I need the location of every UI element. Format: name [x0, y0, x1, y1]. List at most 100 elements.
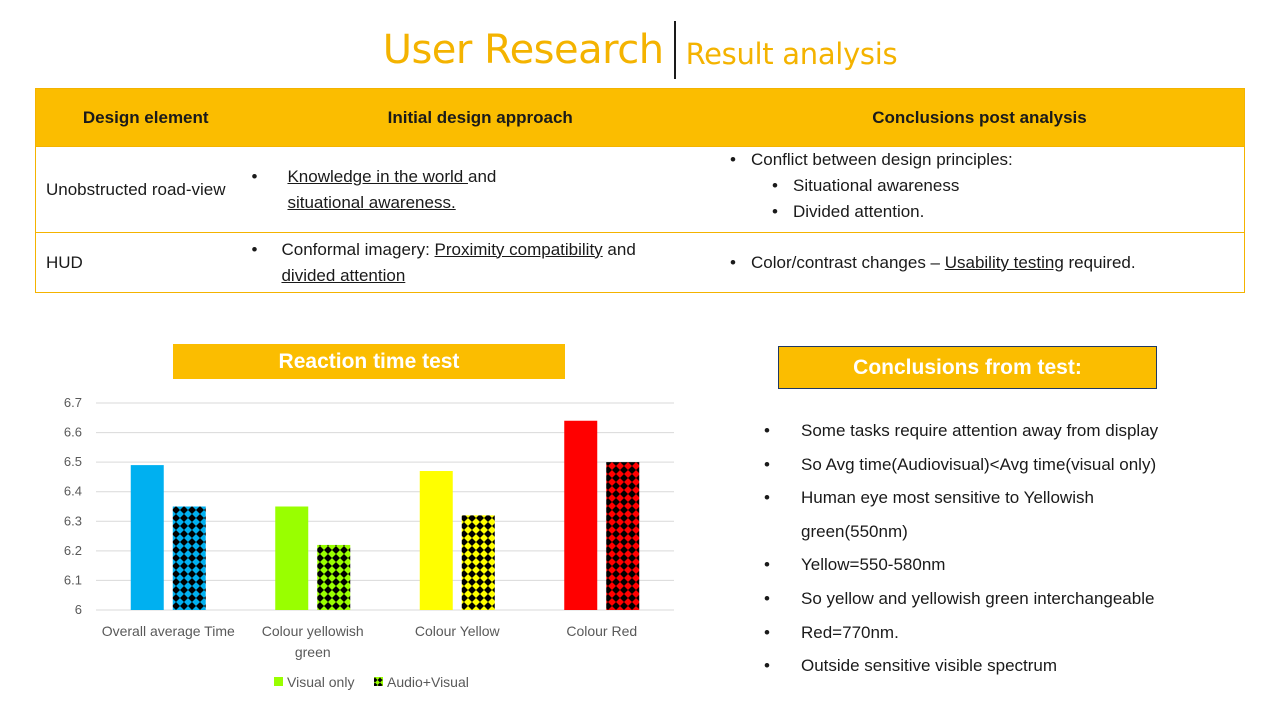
legend-label: Visual only — [287, 674, 354, 690]
text-fragment: Color/contrast changes – — [751, 252, 945, 272]
y-tick-label: 6.6 — [64, 425, 82, 440]
conclusion-item: • Outside sensitive visible spectrum — [760, 649, 1240, 683]
link-knowledge: Knowledge in the world — [287, 166, 468, 186]
bar-audio-visual — [461, 515, 495, 610]
bullet-dot: • — [772, 175, 778, 195]
analysis-table: Design element Initial design approach C… — [35, 88, 1245, 293]
header-initial-approach: Initial design approach — [245, 88, 715, 147]
bullet-dot: • — [764, 488, 770, 508]
bullet-dot: • — [764, 421, 770, 440]
y-tick-label: 6 — [75, 602, 82, 617]
conclusion-text: Outside sensitive visible spectrum — [801, 656, 1058, 676]
bullet-text: Divided attention. — [793, 201, 925, 221]
conclusion-text: green(550nm) — [801, 521, 908, 541]
link-usability: Usability testing — [944, 252, 1064, 272]
cell-approach: • Knowledge in the world and situational… — [245, 146, 715, 233]
text-fragment: and — [467, 166, 497, 186]
x-tick-label-line: Overall average Time — [102, 623, 235, 639]
bullet-dot: • — [730, 149, 736, 169]
y-tick-label: 6.5 — [64, 454, 82, 469]
link-proximity: Proximity compatibility — [434, 239, 603, 259]
bar-visual-only — [419, 471, 453, 610]
conclusion-item: • Some tasks require attention away from … — [760, 414, 1240, 448]
chart-y-ticks: 6 6.1 6.2 6.3 6.4 6.5 6.6 6.7 — [64, 395, 82, 617]
y-tick-label: 6.3 — [64, 513, 82, 528]
header-conclusions: Conclusions post analysis — [715, 88, 1245, 147]
cell-conclusion: • Conflict between design principles: • … — [715, 146, 1245, 233]
legend-label: Audio+Visual — [387, 674, 469, 690]
bar-visual-only — [130, 465, 164, 610]
reaction-time-chart: 6 6.1 6.2 6.3 6.4 6.5 6.6 6.7 Overall average T… — [64, 395, 674, 690]
sub-bullet-item: • Divided attention. — [715, 199, 1244, 225]
cell-element: HUD — [35, 232, 246, 293]
y-tick-label: 6.2 — [64, 543, 82, 558]
conclusion-text: Yellow=550-580nm — [801, 555, 946, 575]
chart-x-labels: Overall average Time Colour yellowish gree… — [102, 623, 637, 660]
bullet-dot: • — [764, 555, 770, 575]
conclusion-text: So yellow and yellowish green interchang… — [801, 588, 1155, 608]
text-fragment: required. — [1063, 252, 1136, 272]
link-divided-attention: divided attention — [281, 265, 406, 285]
conclusion-item: • So Avg time(Audiovisual)<Avg time(visua… — [760, 448, 1240, 482]
table-row: Unobstructed road-view • Knowledge in th… — [35, 146, 1245, 233]
bar-audio-visual — [172, 506, 206, 610]
bullet-dot: • — [764, 622, 770, 642]
x-tick-label-line: Colour Red — [566, 623, 637, 639]
y-tick-label: 6.4 — [64, 484, 82, 499]
x-tick-label-line: green — [295, 644, 331, 660]
bullet-item: • Conformal imagery: Proximity compatibi… — [245, 237, 715, 289]
bullet-dot: • — [730, 252, 736, 272]
bar-visual-only — [564, 420, 598, 610]
chart-bars — [130, 420, 640, 610]
x-tick-label: Colour Red — [566, 623, 637, 639]
chart-title: Reaction time test — [173, 344, 565, 379]
bullet-text: Conflict between design principles: — [751, 149, 1013, 169]
slide-title: User Research Result analysis — [0, 18, 1280, 82]
title-separator — [673, 21, 676, 79]
bar-visual-only — [275, 506, 309, 610]
chart-legend: Visual only Audio+Visual — [274, 674, 469, 690]
x-tick-label: Colour Yellow — [415, 623, 501, 639]
bullet-text: Situational awareness — [793, 175, 960, 195]
legend-swatch-visual-only — [274, 677, 283, 686]
bullet-text: Conformal imagery: Proximity compatibili… — [281, 237, 635, 289]
conclusions-title: Conclusions from test: — [778, 346, 1157, 389]
x-tick-label: Colour yellowish green — [262, 623, 364, 660]
bar-audio-visual — [606, 462, 640, 610]
conclusions-list: • Some tasks require attention away from … — [760, 414, 1240, 683]
header-design-element: Design element — [35, 88, 246, 147]
text-fragment: Conformal imagery: — [281, 239, 435, 259]
conclusion-item: • So yellow and yellowish green interchan… — [760, 582, 1240, 616]
conclusion-item: • Yellow=550-580nm — [760, 548, 1240, 582]
bullet-dot: • — [764, 588, 770, 608]
conclusion-text: Some tasks require attention away from d… — [801, 421, 1159, 440]
bullet-item: • Knowledge in the world and situational… — [245, 164, 715, 216]
table-header-row: Design element Initial design approach C… — [35, 88, 1245, 147]
table-row: HUD • Conformal imagery: Proximity compa… — [35, 232, 1245, 293]
cell-approach: • Conformal imagery: Proximity compatibi… — [245, 232, 715, 293]
text-fragment: and — [602, 239, 636, 259]
x-tick-label: Overall average Time — [102, 623, 235, 639]
conclusion-item: • Red=770nm. — [760, 616, 1240, 650]
title-sub: Result analysis — [685, 37, 898, 71]
bullet-dot: • — [251, 166, 258, 186]
cell-conclusion: • Color/contrast changes – Usability tes… — [715, 232, 1245, 293]
bullet-dot: • — [251, 239, 258, 259]
conclusion-item: • Human eye most sensitive to Yellowish — [760, 481, 1240, 515]
y-tick-label: 6.1 — [64, 572, 82, 587]
cell-element: Unobstructed road-view — [35, 146, 246, 233]
bullet-item: • Color/contrast changes – Usability tes… — [715, 250, 1244, 276]
conclusion-text: So Avg time(Audiovisual)<Avg time(visual… — [801, 454, 1157, 474]
bullet-dot: • — [764, 656, 770, 676]
legend-swatch-audio-visual — [374, 677, 383, 686]
bullet-dot — [760, 515, 801, 549]
bullet-text: Knowledge in the world and situational a… — [287, 164, 496, 216]
element-label: Unobstructed road-view — [46, 179, 226, 199]
bullet-dot: • — [764, 454, 770, 474]
title-main: User Research — [382, 27, 664, 73]
y-tick-label: 6.7 — [64, 395, 82, 410]
sub-bullet-item: • Situational awareness — [715, 173, 1244, 199]
bar-audio-visual — [317, 544, 351, 610]
x-tick-label-line: Colour yellowish — [262, 623, 364, 639]
element-label: HUD — [46, 252, 83, 272]
